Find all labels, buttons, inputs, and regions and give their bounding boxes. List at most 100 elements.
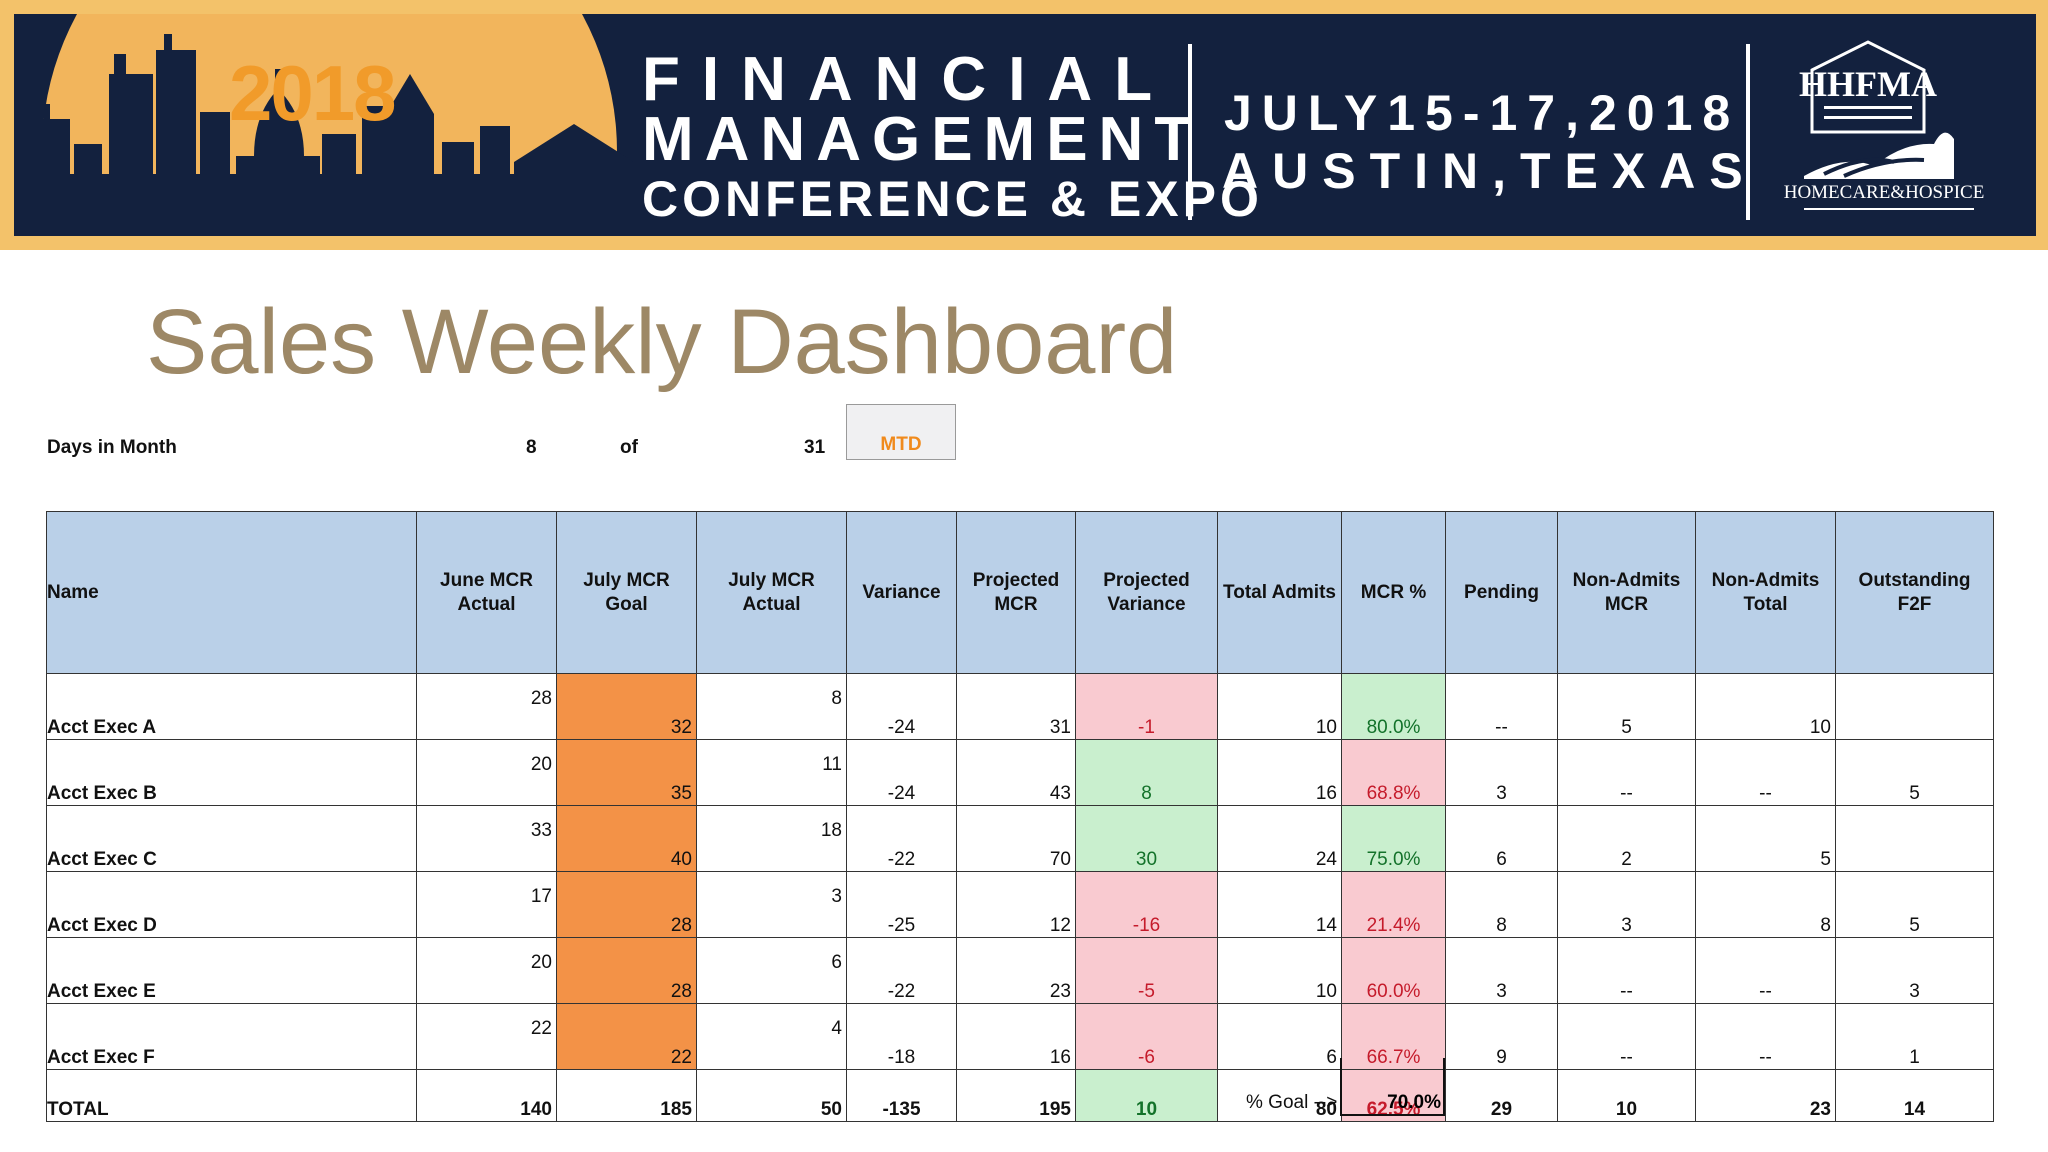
mtd-label: MTD xyxy=(880,434,922,455)
logo-top-text: HHFMA xyxy=(1799,64,1937,104)
table-cell: -- xyxy=(1445,673,1558,740)
table-cell: 30 xyxy=(1075,805,1218,872)
table-cell: 14 xyxy=(1835,1069,1994,1122)
table-cell: 18 xyxy=(696,805,847,872)
hhfma-logo: HHFMA HOMECARE&HOSPICE xyxy=(1784,40,1984,210)
table-cell: 21.4% xyxy=(1341,871,1446,938)
table-cell: Acct Exec A xyxy=(46,673,417,740)
table-cell: 10 xyxy=(1557,1069,1696,1122)
table-cell: Acct Exec F xyxy=(46,1003,417,1070)
table-cell: -- xyxy=(1695,937,1836,1004)
column-header: Variance xyxy=(846,511,957,674)
table-cell: 70 xyxy=(956,805,1076,872)
table-cell: 5 xyxy=(1835,871,1994,938)
table-cell: -1 xyxy=(1075,673,1218,740)
table-cell: Acct Exec C xyxy=(46,805,417,872)
table-cell: 22 xyxy=(556,1003,697,1070)
table-cell: 50 xyxy=(696,1069,847,1122)
table-cell: 8 xyxy=(1695,871,1836,938)
goal-value: 70.0% xyxy=(1387,1092,1441,1113)
table-cell: -- xyxy=(1557,739,1696,806)
table-cell: 28 xyxy=(556,937,697,1004)
table-cell: -- xyxy=(1557,937,1696,1004)
table-cell: 3 xyxy=(1835,937,1994,1004)
table-cell: 4 xyxy=(696,1003,847,1070)
table-cell: 2 xyxy=(1557,805,1696,872)
table-cell: 6 xyxy=(1445,805,1558,872)
banner-panel: 2018 FINANCIAL MANAGEMENT CONFERENCE & E… xyxy=(14,14,2036,236)
table-cell: -135 xyxy=(846,1069,957,1122)
table-cell: 6 xyxy=(1217,1003,1342,1070)
goal-label: % Goal --> xyxy=(1246,1092,1338,1113)
column-header: Total Admits xyxy=(1217,511,1342,674)
table-cell: 8 xyxy=(696,673,847,740)
table-cell: 32 xyxy=(556,673,697,740)
table-cell: 8 xyxy=(1075,739,1218,806)
column-header: June MCR Actual xyxy=(416,511,557,674)
table-cell: 6 xyxy=(696,937,847,1004)
table-cell: 28 xyxy=(416,673,557,740)
table-cell: 8 xyxy=(1445,871,1558,938)
table-cell: Acct Exec D xyxy=(46,871,417,938)
table-cell: -5 xyxy=(1075,937,1218,1004)
mtd-button[interactable]: MTD xyxy=(846,404,956,460)
column-header: July MCR Actual xyxy=(696,511,847,674)
banner-line-3: CONFERENCE & EXPO xyxy=(642,171,1263,227)
table-cell: 60.0% xyxy=(1341,937,1446,1004)
table-cell: -22 xyxy=(846,937,957,1004)
banner-line-2: MANAGEMENT xyxy=(642,105,1204,174)
table-cell: 140 xyxy=(416,1069,557,1122)
table-cell: 10 xyxy=(1695,673,1836,740)
table-cell: 5 xyxy=(1557,673,1696,740)
table-cell: 185 xyxy=(556,1069,697,1122)
austin-skyline-graphic xyxy=(14,34,634,236)
table-cell: 10 xyxy=(1217,673,1342,740)
table-cell: TOTAL xyxy=(46,1069,417,1122)
column-header: MCR % xyxy=(1341,511,1446,674)
table-total-row: TOTAL 140 185 50 -135 195 10 80 62.5% 29… xyxy=(46,1069,1994,1122)
table-row: Acct Exec E 20 28 6 -22 23 -5 10 60.0% 3… xyxy=(46,937,1994,1004)
table-cell: 16 xyxy=(956,1003,1076,1070)
table-cell xyxy=(1835,673,1994,740)
table-cell: 195 xyxy=(956,1069,1076,1122)
table-cell: 75.0% xyxy=(1341,805,1446,872)
days-of-label: of xyxy=(620,437,638,458)
table-cell: 43 xyxy=(956,739,1076,806)
table-cell: 3 xyxy=(1557,871,1696,938)
table-header-row: Name June MCR Actual July MCR Goal July … xyxy=(46,511,1994,674)
table-row: Acct Exec A 28 32 8 -24 31 -1 10 80.0% -… xyxy=(46,673,1994,740)
table-cell: -25 xyxy=(846,871,957,938)
table-cell: 80 xyxy=(1217,1069,1342,1122)
table-cell: 40 xyxy=(556,805,697,872)
table-cell: 29 xyxy=(1445,1069,1558,1122)
table-cell: 23 xyxy=(1695,1069,1836,1122)
table-row: Acct Exec D 17 28 3 -25 12 -16 14 21.4% … xyxy=(46,871,1994,938)
table-cell: 20 xyxy=(416,937,557,1004)
days-in-month-label: Days in Month xyxy=(47,437,177,458)
table-cell: 11 xyxy=(696,739,847,806)
banner-divider xyxy=(1746,44,1750,220)
table-row: Acct Exec B 20 35 11 -24 43 8 16 68.8% 3… xyxy=(46,739,1994,806)
table-cell: -16 xyxy=(1075,871,1218,938)
dashboard-table: Name June MCR Actual July MCR Goal July … xyxy=(46,511,1994,1122)
table-cell: Acct Exec B xyxy=(46,739,417,806)
table-cell: 66.7% xyxy=(1341,1003,1446,1070)
table-cell: -- xyxy=(1695,1003,1836,1070)
table-cell: 3 xyxy=(1445,739,1558,806)
table-cell: Acct Exec E xyxy=(46,937,417,1004)
days-total: 31 xyxy=(804,437,826,458)
table-cell: -22 xyxy=(846,805,957,872)
goal-box: 70.0% xyxy=(1340,1058,1445,1116)
column-header: Outstanding F2F xyxy=(1835,511,1994,674)
days-current: 8 xyxy=(526,437,537,458)
table-cell: 68.8% xyxy=(1341,739,1446,806)
table-row: Acct Exec F 22 22 4 -18 16 -6 6 66.7% 9 … xyxy=(46,1003,1994,1070)
table-cell: 5 xyxy=(1835,739,1994,806)
table-cell: 3 xyxy=(696,871,847,938)
logo-bottom-text: HOMECARE&HOSPICE xyxy=(1784,182,1984,203)
banner-divider xyxy=(1188,44,1192,220)
table-cell: 31 xyxy=(956,673,1076,740)
table-cell: 20 xyxy=(416,739,557,806)
table-cell: 16 xyxy=(1217,739,1342,806)
column-header: July MCR Goal xyxy=(556,511,697,674)
